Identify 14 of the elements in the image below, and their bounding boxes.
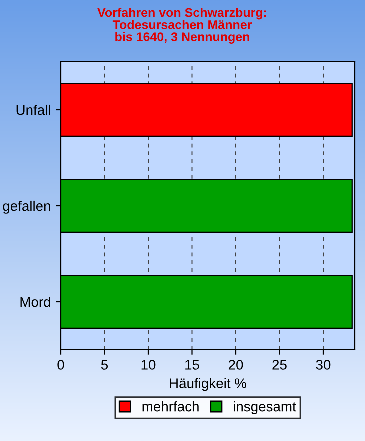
x-tick-label: 5 bbox=[101, 360, 108, 370]
x-axis-title: Häufigkeit % bbox=[170, 378, 246, 392]
y-tick-label: gefallen bbox=[3, 200, 50, 214]
y-tick-label: Unfall bbox=[16, 104, 50, 116]
legend-label: mehrfach bbox=[142, 402, 199, 412]
x-tick-label: 20 bbox=[228, 360, 244, 370]
x-tick-label: 25 bbox=[272, 360, 287, 370]
x-tick-label: 15 bbox=[186, 360, 200, 370]
chart-title: Vorfahren von Schwarzburg: Todesursachen Männer bis 1640, 3 Nennungen bbox=[98, 8, 266, 44]
x-tick-label: 10 bbox=[142, 360, 156, 370]
x-tick-label: 0 bbox=[58, 360, 64, 370]
y-tick-label: Mord bbox=[20, 296, 50, 308]
legend-label: insgesamt bbox=[234, 402, 296, 414]
x-tick-label: 30 bbox=[316, 360, 331, 370]
